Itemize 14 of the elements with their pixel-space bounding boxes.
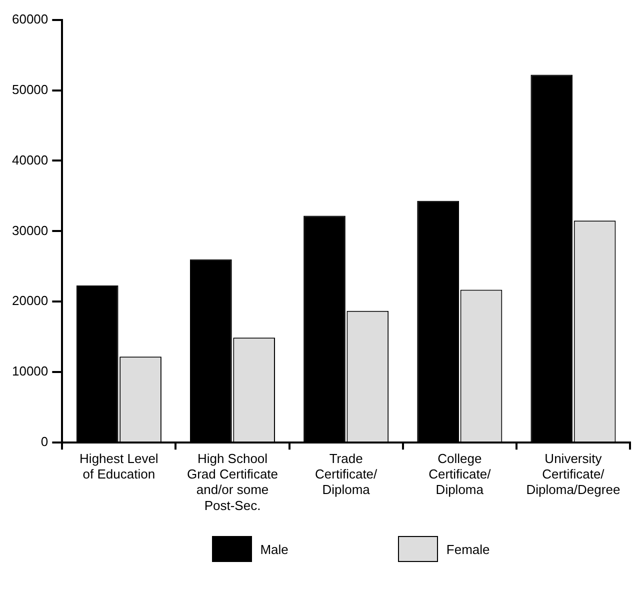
x-tick-label: High School Grad Certificate and/or some Post-Sec.: [186, 450, 278, 513]
y-tick-label: 0: [40, 434, 48, 450]
y-tick-label: 60000: [12, 11, 48, 26]
legend-label: Male: [260, 542, 288, 556]
y-tick-label: 10000: [12, 364, 48, 379]
legend-label: Female: [446, 542, 490, 556]
x-tick-label: College Certificate/ Diploma: [428, 450, 492, 498]
y-tick-label: 20000: [12, 293, 48, 308]
x-tick-label: Highest Level of Education: [80, 450, 158, 482]
y-tick-label: 40000: [12, 152, 48, 168]
y-tick-label: 50000: [12, 82, 48, 97]
y-tick-label: 30000: [12, 222, 48, 238]
x-tick-label: University Certificate/ Diploma/Degree: [526, 450, 620, 498]
x-tick-label: Trade Certificate/ Diploma: [315, 450, 378, 498]
